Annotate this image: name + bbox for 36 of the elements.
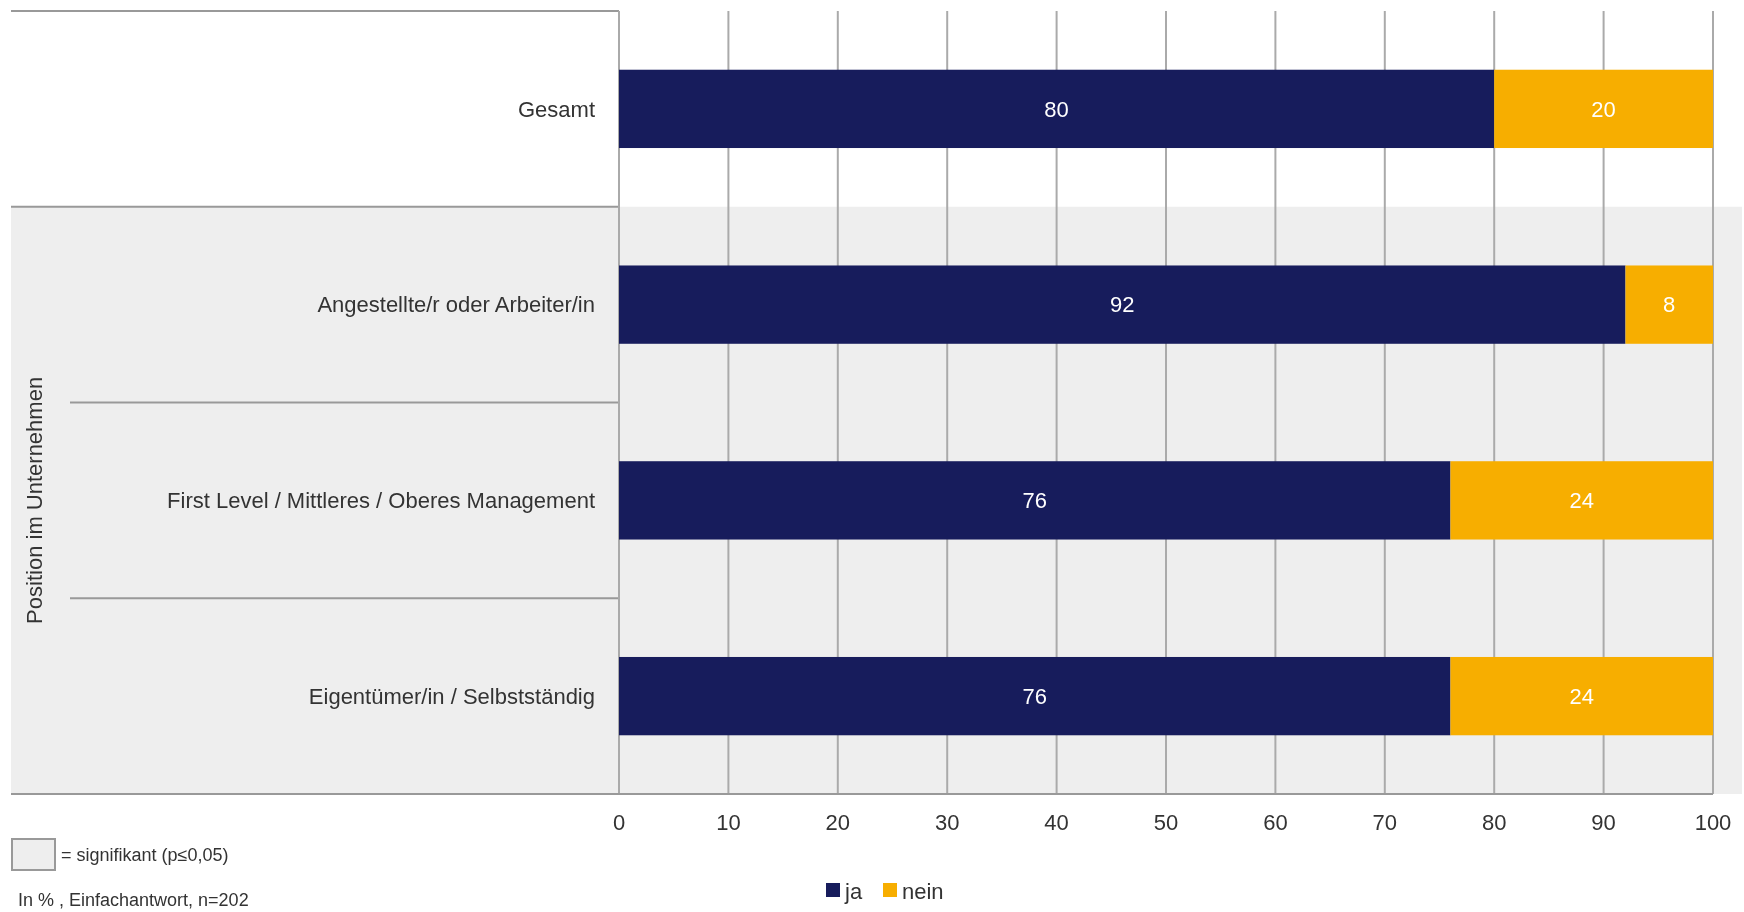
bar — [619, 461, 1451, 540]
y-tick-label: Angestellte/r oder Arbeiter/in — [317, 292, 595, 318]
bar — [1625, 265, 1713, 344]
data-label: 20 — [1591, 96, 1616, 122]
data-label: 76 — [1022, 683, 1047, 709]
data-label: 92 — [1110, 292, 1135, 318]
legend-label: ja — [844, 878, 863, 904]
text: = signifikant (p≤0,05) — [61, 845, 229, 866]
x-tick-label: 20 — [825, 810, 851, 835]
x-tick-label: 80 — [1481, 810, 1507, 835]
x-tick-label: 100 — [1694, 810, 1732, 835]
y-tick-label: Eigentümer/in / Selbstständig — [308, 683, 595, 709]
x-tick-label: 50 — [1153, 810, 1179, 835]
data-label: 24 — [1569, 683, 1594, 709]
legend-label: nein — [902, 878, 944, 904]
text: In % , Einfachantwort, n=202 — [18, 890, 249, 911]
band-label: Position im Unternehmen — [21, 376, 47, 624]
bar — [619, 69, 1495, 149]
y-tick-label: Gesamt — [517, 96, 595, 122]
x-tick-label: 70 — [1372, 810, 1398, 835]
data-label: 80 — [1044, 96, 1069, 122]
y-tick-label: First Level / Mittleres / Oberes Management — [167, 488, 595, 514]
x-tick-label: 90 — [1591, 810, 1616, 835]
bar — [619, 656, 1451, 736]
x-tick-label: 60 — [1263, 810, 1288, 835]
x-tick-label: 10 — [716, 810, 741, 835]
bar — [619, 265, 1626, 344]
bar — [1450, 656, 1713, 736]
data-label: 8 — [1663, 292, 1676, 318]
x-tick-label: 30 — [934, 810, 960, 835]
data-label: 76 — [1022, 488, 1047, 514]
bar — [1450, 461, 1713, 540]
data-label: 24 — [1569, 488, 1594, 514]
x-tick-label: 40 — [1044, 810, 1069, 835]
x-tick-label: 0 — [612, 810, 626, 835]
bar — [1494, 69, 1713, 149]
